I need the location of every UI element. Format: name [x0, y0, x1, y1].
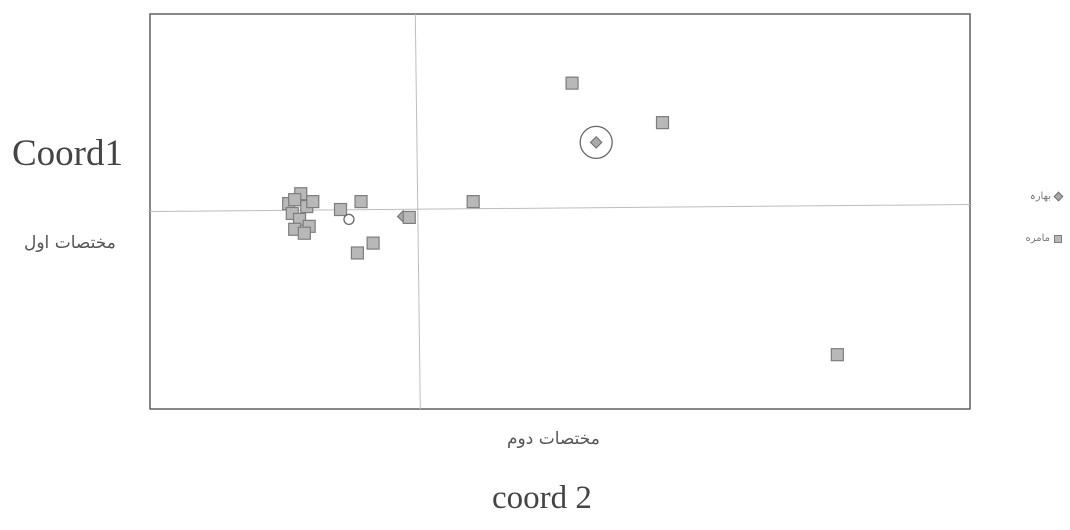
x-axis-label-english: coord 2: [492, 480, 592, 516]
mamre-square-point-16: [565, 76, 579, 90]
small-circle-marker-0: [343, 213, 355, 226]
legend-label-mamre: مامره: [1025, 233, 1050, 244]
mamre-square-point-17: [655, 116, 670, 130]
baharah-diamond-point-0: [589, 135, 603, 149]
square-legend-icon: [1054, 234, 1062, 243]
mamre-square-point-14: [402, 210, 416, 225]
y-axis-label-english: Coord1: [12, 133, 123, 174]
mamre-square-point-2: [288, 193, 302, 207]
mamre-square-point-18: [830, 348, 844, 362]
diamond-legend-icon: [1053, 191, 1064, 202]
plot-frame: [149, 13, 971, 410]
mamre-square-point-13: [350, 246, 365, 260]
mamre-square-point-9: [297, 226, 311, 240]
mamre-square-point-10: [333, 202, 348, 217]
y-axis-label-persian: مختصات اول: [24, 233, 116, 253]
chart-marks-group: [282, 76, 844, 362]
highlight-ring-0: [579, 125, 613, 160]
legend-label-baharah: بهارہ: [1029, 191, 1051, 202]
legend-item-mamre: مامره: [1025, 233, 1062, 244]
legend-item-baharah: بهارہ: [1029, 191, 1064, 202]
mamre-square-point-12: [366, 236, 380, 250]
mamre-square-point-15: [466, 195, 480, 209]
mamre-square-point-4: [306, 195, 320, 209]
horizontal-zero-axis: [149, 204, 971, 212]
x-axis-label-persian: مختصات دوم: [507, 429, 600, 449]
vertical-zero-axis: [414, 13, 421, 410]
mamre-square-point-11: [354, 195, 368, 209]
